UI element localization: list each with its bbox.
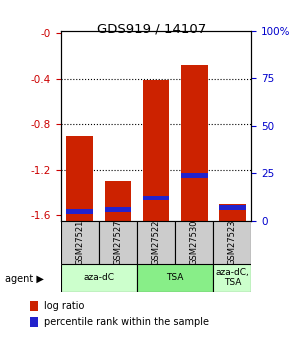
Bar xyxy=(105,181,131,221)
Bar xyxy=(105,207,131,212)
Bar xyxy=(213,221,251,264)
Bar xyxy=(213,264,251,292)
Text: log ratio: log ratio xyxy=(44,301,84,310)
Bar xyxy=(181,173,208,178)
Bar xyxy=(99,221,137,264)
Bar xyxy=(66,209,93,214)
Bar xyxy=(181,65,208,221)
Bar xyxy=(143,196,169,200)
Bar xyxy=(137,264,213,292)
Text: aza-dC: aza-dC xyxy=(83,273,114,282)
Text: GSM27530: GSM27530 xyxy=(190,220,199,265)
Bar xyxy=(61,221,99,264)
Bar xyxy=(66,136,93,221)
Text: GSM27522: GSM27522 xyxy=(152,220,161,265)
Bar xyxy=(219,205,246,210)
Bar xyxy=(219,204,246,221)
Text: GSM27521: GSM27521 xyxy=(75,220,84,265)
Text: GSM27523: GSM27523 xyxy=(228,220,237,265)
Bar xyxy=(143,80,169,221)
Text: TSA: TSA xyxy=(166,273,184,282)
Bar xyxy=(61,264,137,292)
Bar xyxy=(137,221,175,264)
Text: agent ▶: agent ▶ xyxy=(5,274,43,284)
Text: GDS919 / 14107: GDS919 / 14107 xyxy=(97,22,206,36)
Text: percentile rank within the sample: percentile rank within the sample xyxy=(44,317,209,327)
Bar xyxy=(175,221,213,264)
Text: GSM27527: GSM27527 xyxy=(113,220,122,265)
Text: aza-dC,
TSA: aza-dC, TSA xyxy=(215,268,249,287)
